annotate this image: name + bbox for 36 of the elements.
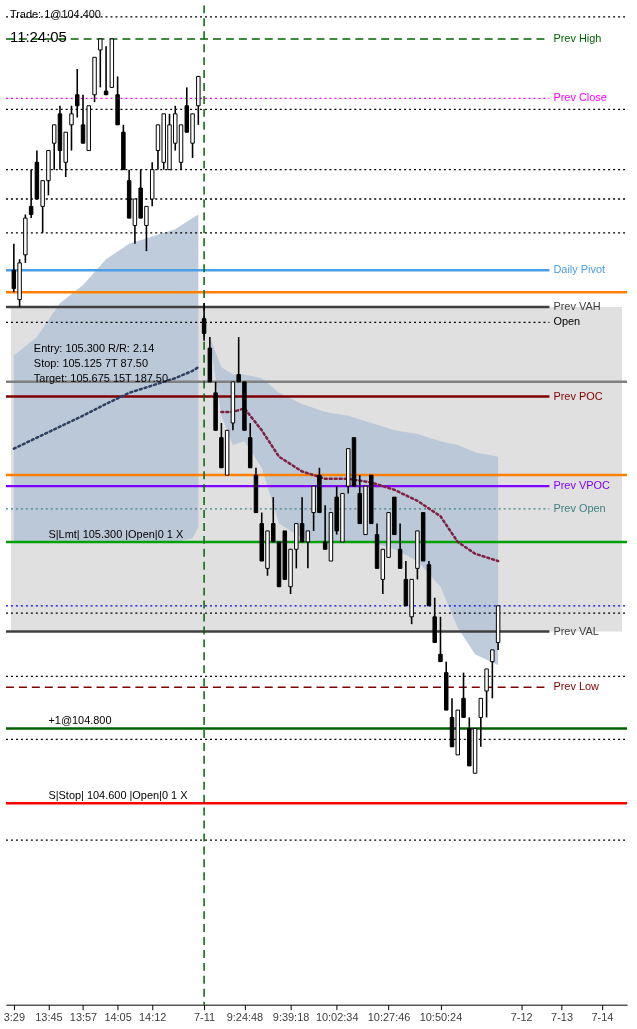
x-tick-label: 13:57 xyxy=(69,1011,98,1024)
ref-line-label: Open xyxy=(553,315,581,328)
ref-line-label: Prev VAL xyxy=(553,624,599,637)
x-tick-label: 7-11 xyxy=(194,1011,216,1024)
ref-line-label: Prev VAH xyxy=(553,299,601,312)
annotation: Entry: 105.300 R/R: 2.14 xyxy=(33,341,155,354)
x-tick-label: 10:02:34 xyxy=(315,1011,359,1024)
x-tick-label: 7-14 xyxy=(591,1011,614,1024)
x-tick-label: 9:24:48 xyxy=(226,1011,264,1024)
x-tick-label: 14:12 xyxy=(139,1011,167,1024)
x-tick-label: 13:45 xyxy=(35,1011,63,1024)
ref-line-label: Daily Pivot xyxy=(553,263,606,276)
candlestick xyxy=(75,68,80,119)
ref-line-label: Prev POC xyxy=(553,389,603,402)
x-tick-label: 7-12 xyxy=(510,1011,533,1024)
annotation: Target: 105.675 15T 187.50 xyxy=(33,371,169,384)
ref-line-label: Prev Low xyxy=(553,680,600,693)
candlestick xyxy=(103,45,109,96)
candlestick xyxy=(397,522,403,570)
x-tick-label: 9:39:18 xyxy=(272,1011,310,1024)
candlestick xyxy=(438,616,443,663)
x-tick-label: 3:29 xyxy=(3,1011,25,1024)
ref-line-label: Prev Close xyxy=(553,91,607,104)
annotation: S|Lmt| 105.300 |Open|0 1 X xyxy=(48,527,184,540)
annotation: +1@104.800 xyxy=(48,714,112,727)
ref-line-label: Prev VPOC xyxy=(553,479,611,492)
x-tick-label: 14:05 xyxy=(104,1011,132,1024)
annotation: S|Stop| 104.600 |Open|0 1 X xyxy=(48,789,189,802)
ref-line-label: Prev Open xyxy=(553,501,606,514)
x-tick-label: 7-13 xyxy=(551,1011,573,1024)
candlestick xyxy=(98,38,103,89)
ref-line-label: Prev High xyxy=(553,31,602,44)
text: Trade: 1@104.400 xyxy=(9,8,101,21)
annotation: Stop: 105.125 7T 87.50 xyxy=(33,356,148,369)
x-tick-label: 10:27:46 xyxy=(367,1011,411,1024)
x-tick-label: 10:50:24 xyxy=(419,1011,463,1024)
